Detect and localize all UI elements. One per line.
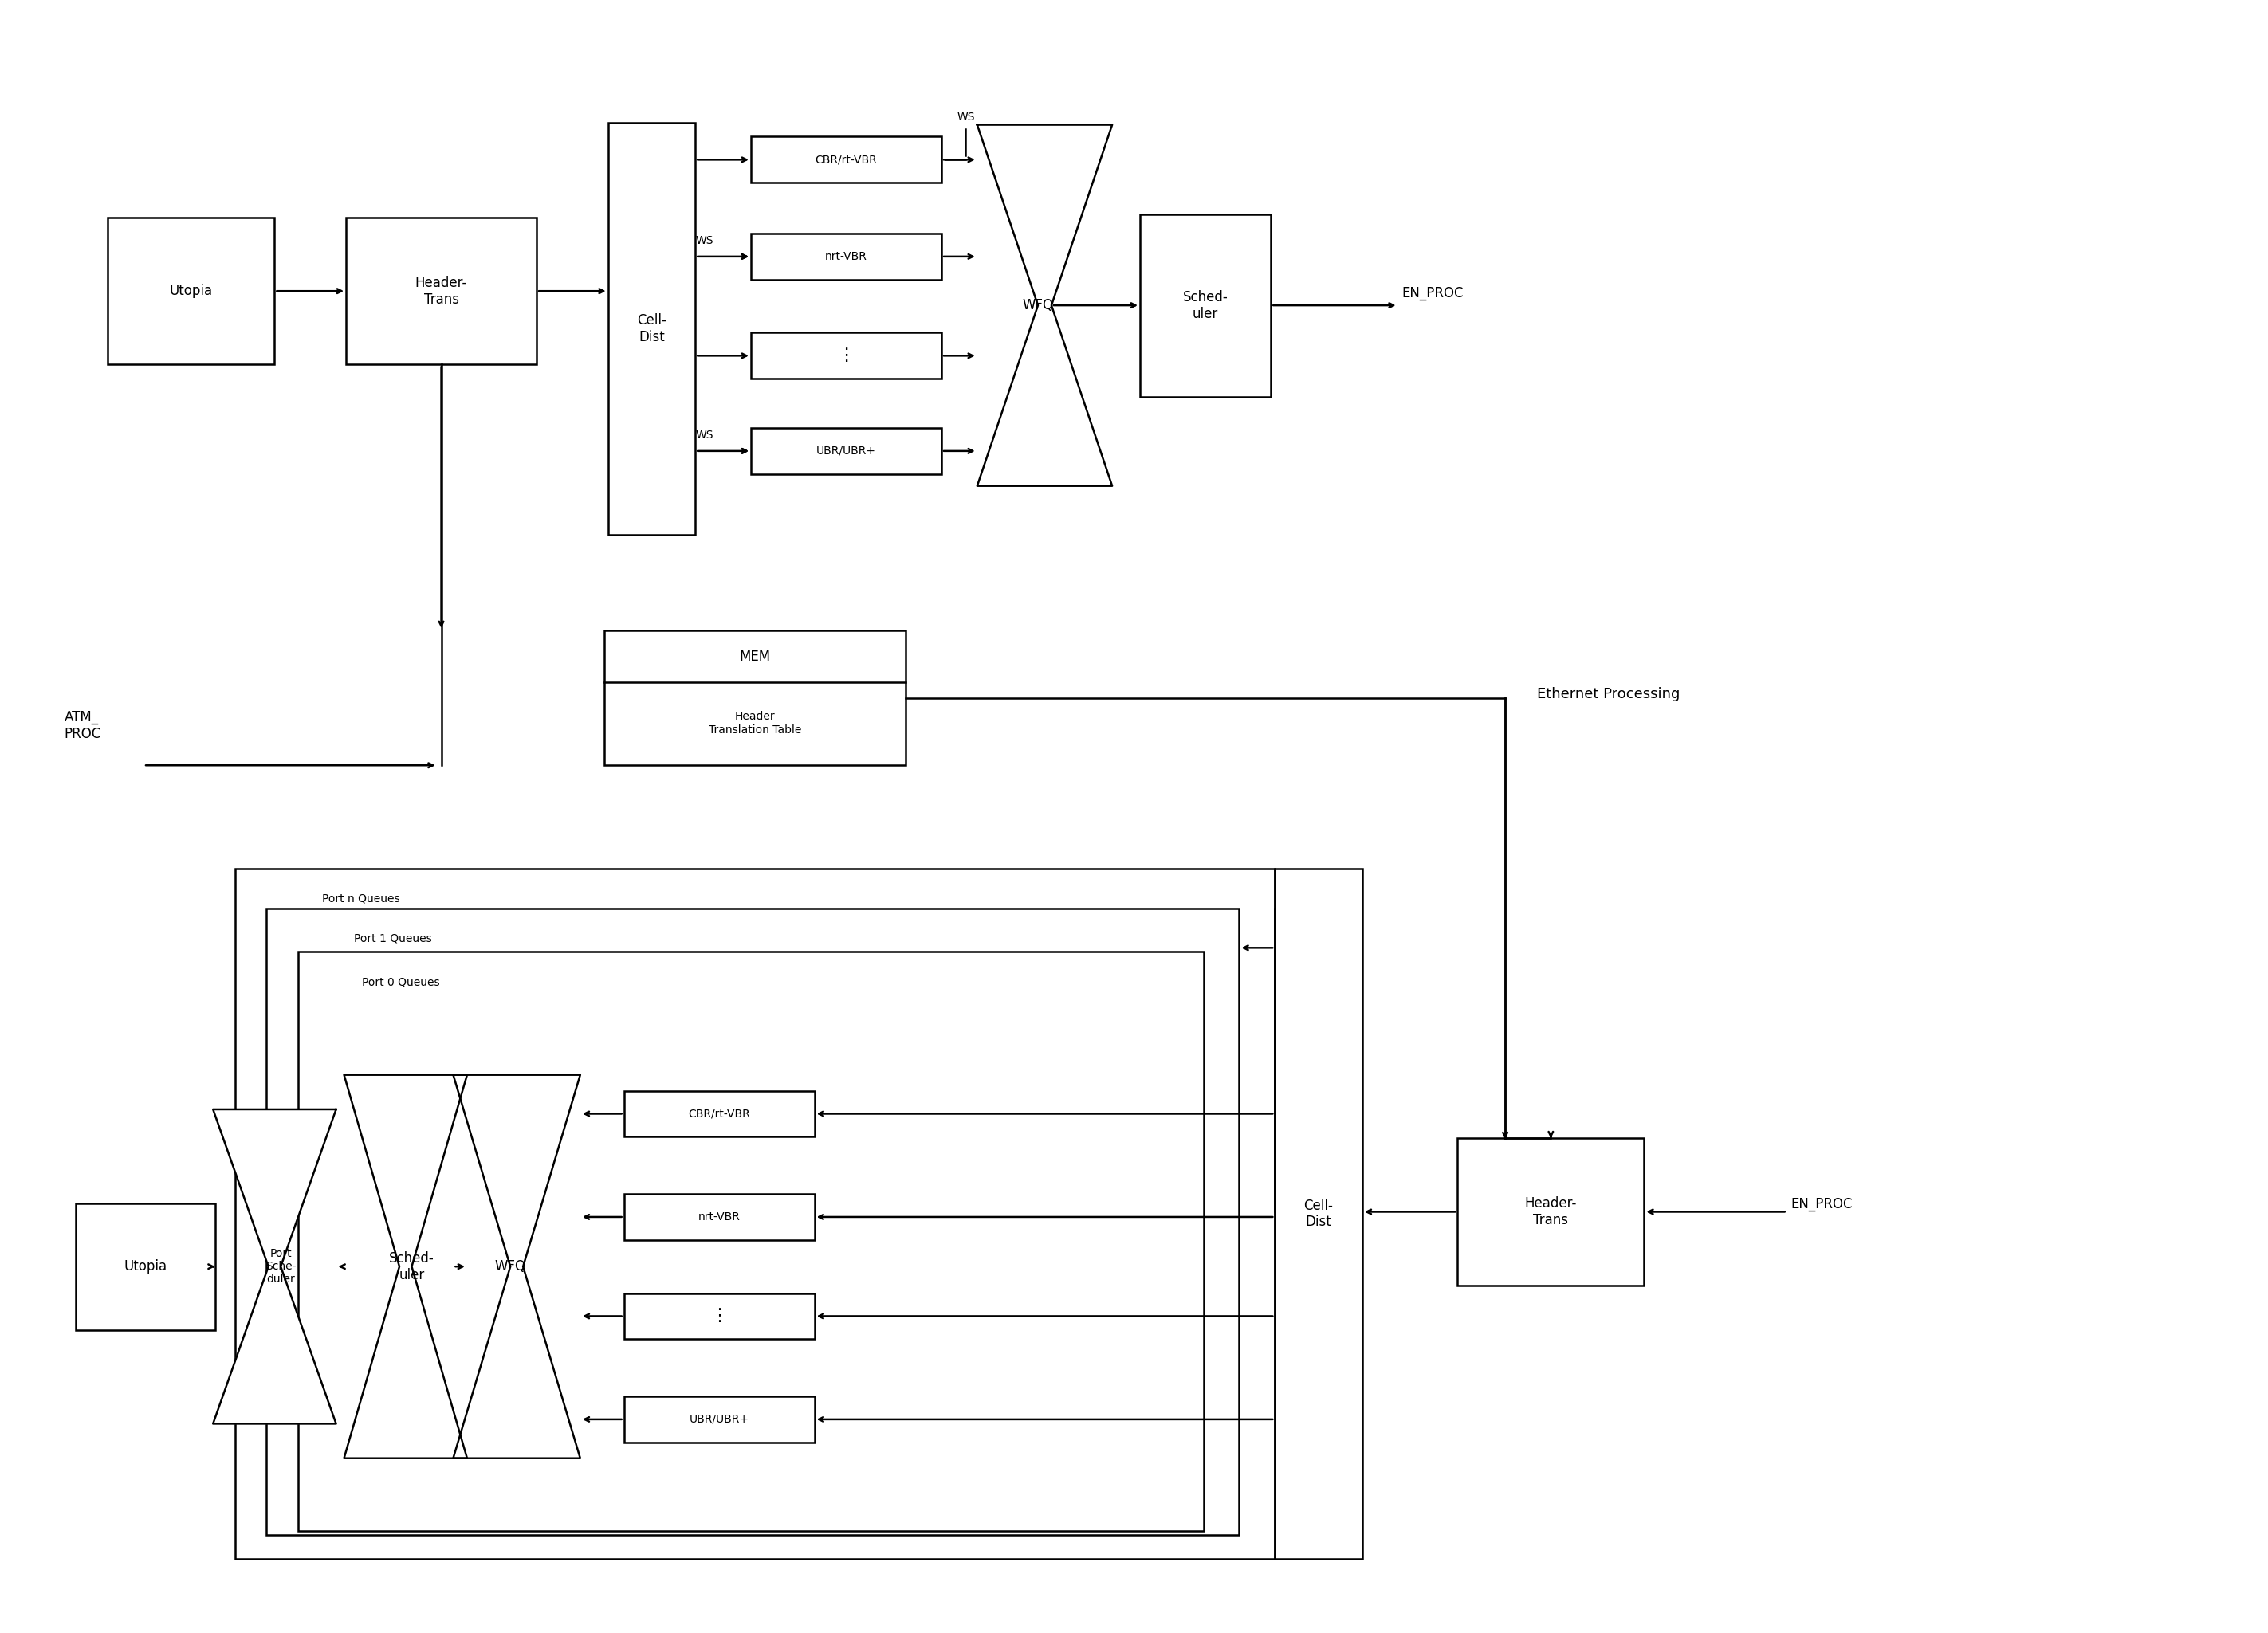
Bar <box>1275 869 1363 1560</box>
Text: Sched-
uler: Sched- uler <box>1184 291 1227 320</box>
Bar <box>299 952 1204 1532</box>
Text: WS: WS <box>696 429 712 441</box>
Text: ⋮: ⋮ <box>837 348 855 364</box>
Text: UBR/UBR+: UBR/UBR+ <box>689 1414 748 1426</box>
Text: MEM: MEM <box>739 650 771 663</box>
Bar <box>1141 214 1270 397</box>
Polygon shape <box>454 1075 581 1458</box>
Text: WFQ: WFQ <box>1023 299 1052 312</box>
Text: Header-
Trans: Header- Trans <box>1524 1197 1576 1228</box>
Bar <box>624 1293 814 1339</box>
Text: nrt-VBR: nrt-VBR <box>699 1212 739 1223</box>
Text: UBR/UBR+: UBR/UBR+ <box>816 446 875 457</box>
Text: CBR/rt-VBR: CBR/rt-VBR <box>687 1109 751 1119</box>
Text: Header-
Trans: Header- Trans <box>415 276 467 307</box>
Text: Cell-
Dist: Cell- Dist <box>637 314 667 345</box>
Text: Port 0 Queues: Port 0 Queues <box>363 977 440 988</box>
Text: EN_PROC: EN_PROC <box>1792 1197 1853 1212</box>
Bar <box>603 630 905 766</box>
Bar <box>751 333 941 379</box>
Text: Utopia: Utopia <box>125 1259 168 1274</box>
Polygon shape <box>978 124 1111 487</box>
Bar <box>624 1091 814 1137</box>
Bar <box>109 217 274 364</box>
Bar <box>608 122 696 536</box>
Polygon shape <box>345 1075 467 1458</box>
Text: nrt-VBR: nrt-VBR <box>826 251 866 263</box>
Bar <box>236 869 1275 1560</box>
Text: WS: WS <box>957 111 975 122</box>
Text: CBR/rt-VBR: CBR/rt-VBR <box>814 154 878 165</box>
Text: EN_PROC: EN_PROC <box>1402 286 1463 300</box>
Text: Header
Translation Table: Header Translation Table <box>708 712 801 735</box>
Bar <box>1458 1138 1644 1285</box>
Text: Port
Sche-
duler: Port Sche- duler <box>265 1248 297 1285</box>
Text: WS: WS <box>696 235 712 247</box>
Bar <box>751 428 941 474</box>
Text: Ethernet Processing: Ethernet Processing <box>1538 687 1681 701</box>
Bar <box>268 908 1238 1535</box>
Text: Cell-
Dist: Cell- Dist <box>1304 1199 1334 1230</box>
Bar <box>347 217 538 364</box>
Text: Utopia: Utopia <box>170 284 213 299</box>
Text: ATM_
PROC: ATM_ PROC <box>64 710 102 741</box>
Text: ⋮: ⋮ <box>710 1308 728 1324</box>
Text: Port 1 Queues: Port 1 Queues <box>354 932 431 944</box>
Bar <box>751 234 941 279</box>
Text: WFQ: WFQ <box>494 1259 526 1274</box>
Bar <box>751 137 941 183</box>
Bar <box>77 1204 215 1329</box>
Text: Sched-
uler: Sched- uler <box>390 1251 435 1282</box>
Polygon shape <box>213 1109 336 1424</box>
Bar <box>624 1396 814 1442</box>
Text: Port n Queues: Port n Queues <box>322 893 399 905</box>
Bar <box>624 1194 814 1239</box>
